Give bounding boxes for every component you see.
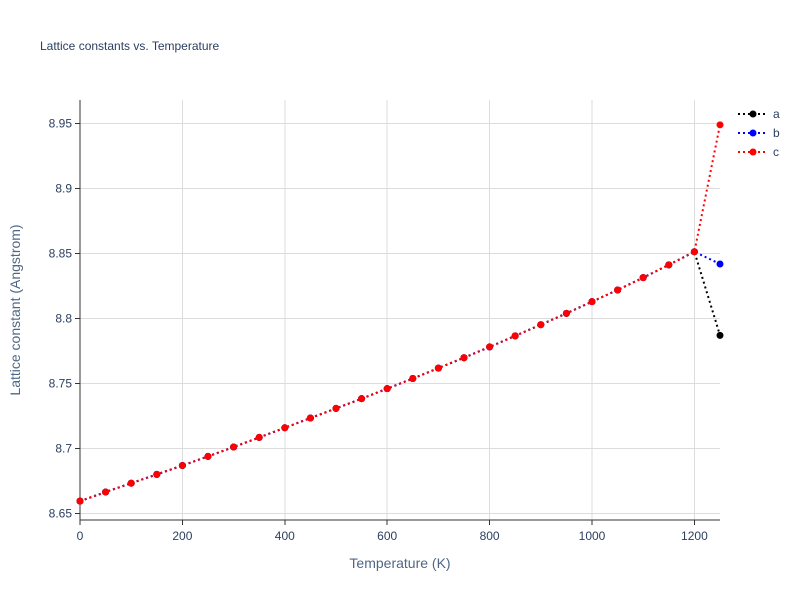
y-tick-label: 8.85 [49, 246, 73, 260]
series-b [76, 248, 724, 505]
legend-item-b[interactable]: b [738, 126, 780, 140]
y-tick-label: 8.75 [49, 376, 73, 390]
data-point-c [614, 286, 622, 294]
y-tick-label: 8.95 [49, 116, 73, 130]
data-point-c [230, 443, 238, 451]
series-line-a [79, 250, 721, 503]
y-tick-label: 8.8 [55, 311, 72, 325]
grid-layer [80, 100, 720, 520]
legend-item-a[interactable]: a [738, 107, 780, 121]
data-point-c [127, 479, 135, 487]
data-point-c [383, 385, 391, 393]
data-point-c [306, 414, 314, 422]
chart-title: Lattice constants vs. Temperature [40, 39, 220, 53]
data-point-c [178, 462, 186, 470]
data-point-c [102, 488, 110, 496]
data-point-c [716, 121, 724, 129]
data-point-c [358, 395, 366, 403]
legend-item-c[interactable]: c [738, 145, 779, 159]
data-point-b [716, 260, 724, 268]
series-layer [76, 121, 724, 505]
data-point-c [690, 248, 698, 256]
x-tick-label: 600 [377, 529, 397, 543]
data-point-c [76, 497, 84, 505]
series-c [76, 121, 724, 505]
legend-marker-c [749, 148, 757, 156]
x-tick-label: 200 [172, 529, 192, 543]
data-point-a [716, 331, 724, 339]
legend-label-b: b [773, 126, 780, 140]
data-point-c [537, 321, 545, 329]
series-a [76, 248, 724, 505]
x-tick-label: 800 [480, 529, 500, 543]
x-tick-label: 1000 [579, 529, 606, 543]
legend-marker-a [749, 110, 757, 118]
data-point-c [255, 433, 263, 441]
data-point-c [460, 354, 468, 362]
data-point-c [511, 332, 519, 340]
data-point-c [409, 375, 417, 383]
y-axis-title: Lattice constant (Angstrom) [7, 224, 23, 395]
data-point-c [153, 470, 161, 478]
data-point-c [665, 261, 673, 269]
y-tick-label: 8.7 [55, 441, 72, 455]
data-point-c [562, 309, 570, 317]
data-point-c [434, 364, 442, 372]
legend-label-a: a [773, 107, 780, 121]
legend-label-c: c [773, 145, 779, 159]
y-tick-label: 8.9 [55, 181, 72, 195]
data-point-c [588, 298, 596, 306]
data-point-c [486, 343, 494, 351]
data-point-c [332, 404, 340, 412]
data-point-c [639, 274, 647, 282]
x-tick-label: 0 [77, 529, 84, 543]
series-line-b [79, 250, 721, 503]
x-axis-title: Temperature (K) [349, 555, 450, 571]
axis-layer: 0 200 400 600 800 1000 1200 8.65 8.7 8.75 8.8 8.85 8… [49, 100, 720, 543]
legend[interactable]: abc [738, 107, 780, 159]
series-line-c [79, 124, 721, 503]
x-tick-label: 400 [275, 529, 295, 543]
data-point-c [204, 452, 212, 460]
data-point-c [281, 424, 289, 432]
legend-marker-b [749, 129, 757, 137]
x-tick-label: 1200 [681, 529, 708, 543]
y-tick-label: 8.65 [49, 506, 73, 520]
